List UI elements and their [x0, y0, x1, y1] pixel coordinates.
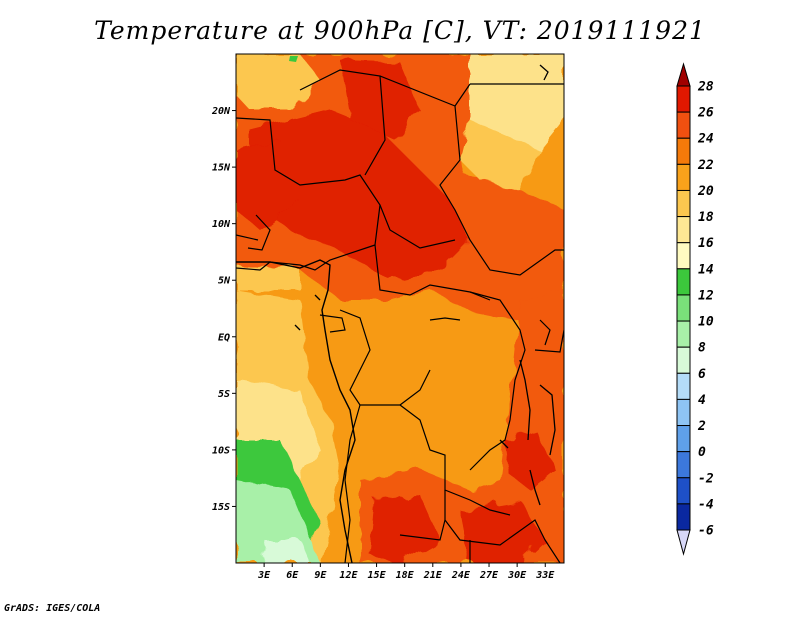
colorbar-bottom-arrow	[676, 529, 691, 556]
colorbar-label: 0	[698, 445, 706, 460]
colorbar-segment	[676, 163, 691, 191]
lat-tick-label: EQ	[218, 332, 230, 343]
colorbar-label: 12	[698, 288, 714, 303]
colorbar-segment	[676, 425, 691, 453]
colorbar-label: 16	[698, 236, 714, 251]
lat-tick-label: 15S	[212, 502, 230, 513]
colorbar-segment	[676, 111, 691, 139]
colorbar-label: 24	[697, 132, 714, 147]
colorbar-segment	[676, 294, 691, 322]
pale-region-southwest	[262, 540, 310, 563]
lon-tick-label: 6E	[286, 570, 299, 581]
lat-tick-label: 20N	[211, 106, 231, 117]
colorbar-segment	[676, 451, 691, 479]
map-frame	[235, 53, 565, 564]
lon-tick-label: 9E	[314, 570, 327, 581]
lon-tick-label: 3E	[257, 570, 271, 581]
colorbar-label: 22	[697, 158, 714, 173]
colorbar-label: 10	[698, 315, 714, 330]
lat-tick-label: 10N	[212, 219, 231, 230]
colorbar-segment	[676, 268, 691, 296]
lon-tick-label: 30E	[507, 570, 527, 581]
latitude-axis: 20N 15N 10N 5N EQ 5S 10S 15S	[211, 106, 236, 513]
colorbar-segment	[676, 189, 691, 218]
colorbar-segment	[676, 216, 691, 244]
map-title: Temperature at 900hPa [C], VT: 201911192…	[94, 16, 706, 45]
colorbar-label: -4	[698, 497, 714, 512]
colorbar-top-arrow	[676, 62, 691, 87]
colorbar-label: 26	[697, 106, 714, 121]
lakes	[294, 64, 556, 506]
colorbar-segment	[676, 346, 691, 374]
lon-tick-label: 18E	[396, 570, 415, 581]
colorbar-segment	[676, 398, 691, 427]
cool-region-northwest	[236, 54, 320, 110]
temperature-field	[236, 54, 564, 563]
colorbar-label: 4	[698, 393, 706, 408]
colorbar-segment	[676, 137, 691, 165]
hot-core-east	[505, 430, 555, 490]
lon-tick-label: 15E	[368, 570, 387, 581]
lon-tick-label: 12E	[339, 570, 358, 581]
lat-tick-label: 10S	[212, 445, 230, 456]
cool-region-northeast	[460, 120, 540, 190]
country-borders	[236, 69, 564, 563]
colorbar-label: 28	[697, 80, 714, 95]
colorbar-label: -2	[698, 471, 714, 486]
coast-band-west	[236, 265, 300, 290]
colorbar-label: -6	[698, 524, 714, 539]
colorbar-segment	[676, 372, 691, 400]
colorbar-label: 6	[698, 367, 706, 382]
coastline	[236, 259, 356, 563]
colorbar-label: 8	[698, 341, 706, 356]
grads-credit: GrADS: IGES/COLA	[4, 603, 101, 614]
lon-tick-label: 33E	[535, 570, 555, 581]
colorbar-label: 20	[697, 184, 714, 199]
colorbar-segment	[676, 320, 691, 348]
hot-core-west	[236, 140, 300, 230]
colorbar-segment	[676, 503, 691, 531]
lat-tick-label: 5N	[218, 276, 231, 287]
colorbar-label: 2	[697, 419, 706, 434]
longitude-axis: 3E 6E 9E 12E 15E 18E 21E 24E 27E 30E 33E	[257, 563, 555, 581]
hot-core-south-west	[370, 495, 440, 563]
colorbar-segment	[676, 85, 691, 113]
lat-tick-label: 5S	[218, 389, 230, 400]
hot-core-sahel	[250, 110, 470, 280]
lat-tick-label: 15N	[212, 163, 231, 174]
colorbar-label: 18	[698, 210, 714, 225]
colorbar-segment	[676, 242, 691, 270]
lon-tick-label: 27E	[479, 570, 499, 581]
colorbar-segment	[676, 477, 691, 505]
hot-core-north	[340, 60, 420, 140]
green-speck-north	[289, 56, 298, 62]
colorbar-label: 14	[698, 262, 714, 277]
lon-tick-label: 21E	[423, 570, 443, 581]
lon-tick-label: 24E	[451, 570, 471, 581]
hot-core-south-east	[460, 500, 545, 563]
